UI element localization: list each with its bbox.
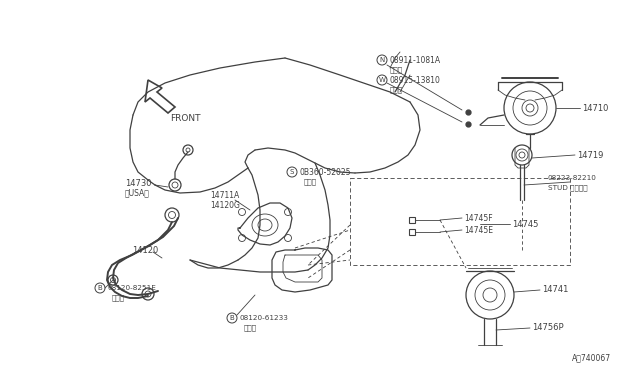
Text: 14745: 14745: [512, 219, 538, 228]
Text: 〈２〉: 〈２〉: [244, 325, 257, 331]
Text: S: S: [290, 169, 294, 175]
Text: 14120: 14120: [132, 246, 158, 254]
Text: 08223-82210: 08223-82210: [548, 175, 597, 181]
Text: 14711A: 14711A: [210, 190, 239, 199]
Text: 〈２〉: 〈２〉: [390, 67, 403, 73]
Text: 08120-61233: 08120-61233: [240, 315, 289, 321]
Text: W: W: [379, 77, 385, 83]
Text: 14741: 14741: [542, 285, 568, 295]
Text: FRONT: FRONT: [170, 113, 200, 122]
Text: B: B: [98, 285, 102, 291]
Text: 14745E: 14745E: [464, 225, 493, 234]
Text: A・740067: A・740067: [572, 353, 611, 362]
Text: 〈２〉: 〈２〉: [112, 295, 125, 301]
Text: 0B360-52025: 0B360-52025: [300, 167, 351, 176]
Text: 〈２〉: 〈２〉: [304, 179, 317, 185]
Text: STUD スタッド: STUD スタッド: [548, 185, 588, 191]
Text: 14120G: 14120G: [210, 201, 240, 209]
Text: 08915-13810: 08915-13810: [390, 76, 441, 84]
Text: 14756P: 14756P: [532, 324, 564, 333]
Text: 〈USA〉: 〈USA〉: [125, 189, 150, 198]
Text: 〈２〉: 〈２〉: [390, 87, 403, 93]
Text: N: N: [380, 57, 385, 63]
Text: 14745F: 14745F: [464, 214, 493, 222]
Text: B: B: [230, 315, 234, 321]
Text: 08120-8251E: 08120-8251E: [108, 285, 157, 291]
Text: 08911-1081A: 08911-1081A: [390, 55, 441, 64]
Text: 14730: 14730: [125, 179, 152, 187]
Text: 14710: 14710: [582, 103, 609, 112]
Text: 14719: 14719: [577, 151, 604, 160]
